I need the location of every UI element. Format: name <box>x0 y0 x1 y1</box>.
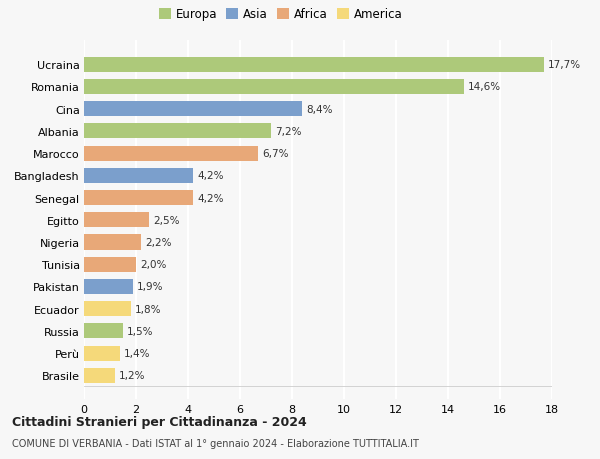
Bar <box>84 80 464 95</box>
Text: 1,5%: 1,5% <box>127 326 154 336</box>
Text: 7,2%: 7,2% <box>275 127 302 137</box>
Bar <box>84 146 258 162</box>
Bar <box>84 368 115 383</box>
Bar <box>84 346 121 361</box>
Bar <box>84 279 133 294</box>
Bar <box>84 257 136 272</box>
Bar <box>84 124 271 139</box>
Text: 8,4%: 8,4% <box>307 105 333 114</box>
Bar <box>84 235 141 250</box>
Text: 2,5%: 2,5% <box>153 215 179 225</box>
Text: 17,7%: 17,7% <box>548 60 581 70</box>
Text: 1,4%: 1,4% <box>124 348 151 358</box>
Text: 1,8%: 1,8% <box>135 304 161 314</box>
Bar <box>84 213 149 228</box>
Text: 6,7%: 6,7% <box>262 149 289 159</box>
Text: 14,6%: 14,6% <box>467 82 500 92</box>
Text: 2,2%: 2,2% <box>145 237 172 247</box>
Bar <box>84 102 302 117</box>
Legend: Europa, Asia, Africa, America: Europa, Asia, Africa, America <box>157 6 404 24</box>
Bar <box>84 190 193 206</box>
Bar <box>84 168 193 184</box>
Bar <box>84 324 123 339</box>
Text: 4,2%: 4,2% <box>197 193 224 203</box>
Text: 4,2%: 4,2% <box>197 171 224 181</box>
Bar <box>84 302 131 317</box>
Bar <box>84 57 544 73</box>
Text: 2,0%: 2,0% <box>140 260 166 269</box>
Text: Cittadini Stranieri per Cittadinanza - 2024: Cittadini Stranieri per Cittadinanza - 2… <box>12 415 307 428</box>
Text: 1,2%: 1,2% <box>119 370 146 381</box>
Text: 1,9%: 1,9% <box>137 282 164 292</box>
Text: COMUNE DI VERBANIA - Dati ISTAT al 1° gennaio 2024 - Elaborazione TUTTITALIA.IT: COMUNE DI VERBANIA - Dati ISTAT al 1° ge… <box>12 438 419 448</box>
